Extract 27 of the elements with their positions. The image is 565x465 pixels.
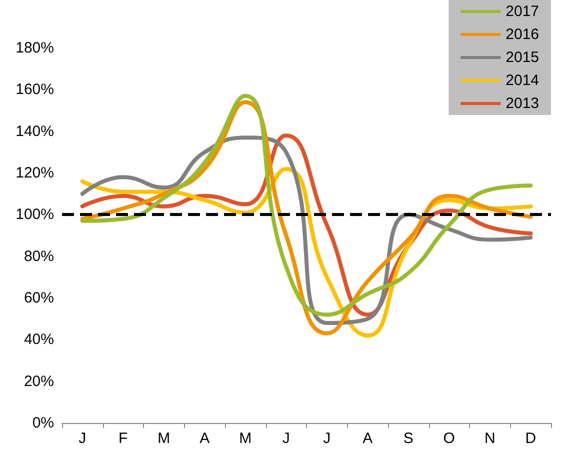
x-tick-label: A xyxy=(362,430,373,447)
y-tick-label: 60% xyxy=(24,290,54,306)
x-tick-label: N xyxy=(484,430,496,447)
legend-label: 2014 xyxy=(506,72,540,89)
y-tick-label: 140% xyxy=(16,122,54,140)
y-tick-label: 120% xyxy=(16,164,54,182)
x-tick-label: A xyxy=(200,430,210,447)
x-tick-label: D xyxy=(525,430,536,447)
legend-label: 2017 xyxy=(506,3,540,20)
x-tick-label: S xyxy=(403,430,414,447)
x-tick-label: M xyxy=(239,430,252,447)
x-tick-label: F xyxy=(118,430,128,447)
y-tick-label: 20% xyxy=(24,372,54,390)
x-tick-label: O xyxy=(443,430,455,447)
y-tick-label: 160% xyxy=(16,81,54,98)
y-tick-label: 100% xyxy=(16,206,54,224)
legend-label: 2016 xyxy=(506,26,540,43)
x-tick-label: J xyxy=(78,430,86,447)
x-tick-label: J xyxy=(323,430,331,447)
y-tick-label: 40% xyxy=(24,331,54,348)
legend-label: 2015 xyxy=(506,49,540,66)
legend-label: 2013 xyxy=(506,95,540,112)
y-tick-label: 0% xyxy=(32,414,54,432)
y-tick-label: 180% xyxy=(16,40,54,56)
y-tick-label: 80% xyxy=(24,248,54,265)
x-tick-label: M xyxy=(158,430,170,447)
x-tick-label: J xyxy=(282,430,290,447)
